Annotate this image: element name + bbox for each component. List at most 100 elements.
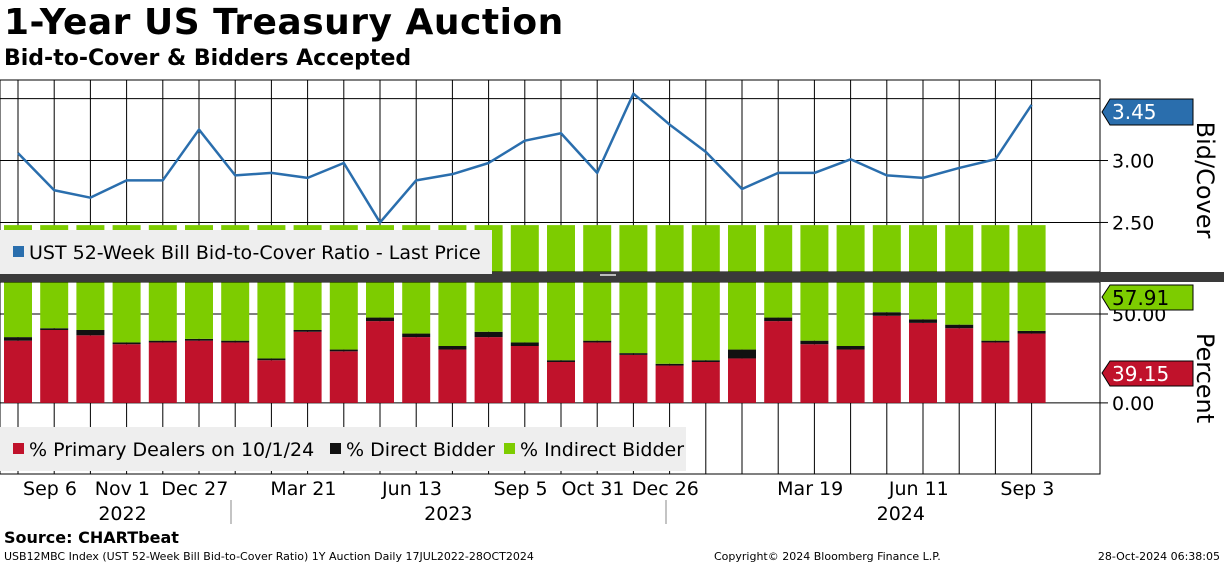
bar-indirect-bidder bbox=[655, 225, 684, 364]
bar-direct-bidder bbox=[76, 330, 105, 336]
legend-bottom-bg bbox=[0, 427, 686, 471]
bar-primary-dealers bbox=[800, 344, 829, 403]
bar-primary-dealers bbox=[293, 331, 322, 403]
bar-indirect-bidder bbox=[619, 225, 648, 354]
y-axis-title-top: Bid/Cover bbox=[1191, 122, 1219, 239]
x-year-label: 2023 bbox=[424, 503, 472, 525]
last-value-callout-bidcover bbox=[1101, 98, 1194, 126]
footer-copyright: Copyright© 2024 Bloomberg Finance L.P. bbox=[714, 550, 941, 563]
bar-direct-bidder bbox=[800, 340, 829, 345]
x-tick-label: Jun 11 bbox=[888, 478, 949, 500]
bar-primary-dealers bbox=[510, 346, 539, 403]
bar-indirect-bidder bbox=[981, 225, 1010, 341]
bar-primary-dealers bbox=[257, 360, 286, 403]
bar-direct-bidder bbox=[728, 349, 756, 359]
bar-primary-dealers bbox=[366, 321, 394, 403]
bar-direct-bidder bbox=[909, 319, 937, 323]
bar-primary-dealers bbox=[945, 328, 974, 403]
bar-primary-dealers bbox=[909, 322, 937, 403]
bar-direct-bidder bbox=[329, 349, 358, 352]
footer-ticker-info: USB12MBC Index (UST 52-Week Bill Bid-to-… bbox=[4, 550, 534, 563]
y-tick-label-top: 3.00 bbox=[1112, 151, 1154, 173]
bar-direct-bidder bbox=[691, 360, 720, 362]
chart-subtitle: Bid-to-Cover & Bidders Accepted bbox=[4, 46, 412, 71]
y-axis-title-bottom: Percent bbox=[1191, 333, 1219, 423]
legend-direct-swatch bbox=[330, 443, 341, 454]
bar-direct-bidder bbox=[257, 358, 286, 361]
x-tick-label: Jun 13 bbox=[381, 478, 442, 500]
bar-primary-dealers bbox=[402, 337, 431, 403]
last-value-callout-primary bbox=[1101, 360, 1194, 387]
legend-line-label: UST 52-Week Bill Bid-to-Cover Ratio - La… bbox=[29, 242, 481, 264]
x-tick-label: Mar 21 bbox=[270, 478, 336, 500]
last-value-indirect: 57.91 bbox=[1112, 286, 1169, 310]
x-tick-label: Nov 1 bbox=[95, 478, 150, 500]
bar-primary-dealers bbox=[728, 358, 756, 403]
line-series bbox=[17, 92, 1033, 224]
bar-primary-dealers bbox=[76, 335, 105, 403]
bar-indirect-bidder bbox=[764, 225, 793, 318]
panel-divider bbox=[0, 272, 1224, 282]
bar-direct-bidder bbox=[945, 324, 974, 329]
legend-primary-swatch bbox=[13, 443, 24, 454]
bid-to-cover-line bbox=[17, 92, 1033, 224]
bar-direct-bidder bbox=[185, 338, 213, 341]
bar-direct-bidder bbox=[619, 353, 648, 355]
x-year-label: 2022 bbox=[98, 503, 146, 525]
bar-indirect-bidder bbox=[510, 225, 539, 343]
bar-indirect-bidder bbox=[728, 225, 756, 350]
bar-primary-dealers bbox=[112, 344, 141, 403]
bar-direct-bidder bbox=[293, 330, 322, 332]
last-value-bidcover: 3.45 bbox=[1112, 100, 1157, 124]
bar-direct-bidder bbox=[655, 363, 684, 366]
bar-primary-dealers bbox=[438, 349, 467, 403]
bar-primary-dealers bbox=[583, 342, 612, 403]
bar-indirect-bidder bbox=[583, 225, 612, 341]
bar-direct-bidder bbox=[366, 317, 394, 322]
bar-direct-bidder bbox=[872, 312, 901, 316]
bar-direct-bidder bbox=[510, 342, 539, 346]
bar-primary-dealers bbox=[474, 337, 503, 403]
bar-primary-dealers bbox=[981, 342, 1010, 403]
bar-primary-dealers bbox=[764, 321, 793, 403]
x-tick-label: Dec 27 bbox=[161, 478, 228, 500]
bar-primary-dealers bbox=[836, 349, 865, 403]
bar-direct-bidder bbox=[402, 333, 431, 338]
x-tick-label: Oct 31 bbox=[561, 478, 624, 500]
bar-direct-bidder bbox=[112, 342, 141, 345]
legend-top: UST 52-Week Bill Bid-to-Cover Ratio - La… bbox=[0, 230, 492, 274]
bar-primary-dealers bbox=[329, 351, 358, 403]
legend-top-bg bbox=[0, 230, 492, 274]
bar-primary-dealers bbox=[1017, 333, 1046, 403]
bar-direct-bidder bbox=[583, 340, 612, 343]
bar-direct-bidder bbox=[40, 328, 69, 330]
bar-indirect-bidder bbox=[836, 225, 865, 346]
bar-direct-bidder bbox=[474, 331, 503, 338]
chart-title: 1-Year US Treasury Auction bbox=[4, 2, 564, 43]
bar-direct-bidder bbox=[981, 340, 1010, 343]
bar-indirect-bidder bbox=[691, 225, 720, 361]
y-tick-label-bottom: 0.00 bbox=[1112, 393, 1154, 415]
legend-direct-label: % Direct Bidder bbox=[346, 439, 495, 461]
bar-primary-dealers bbox=[221, 342, 250, 403]
bar-primary-dealers bbox=[619, 354, 648, 403]
last-value-primary: 39.15 bbox=[1112, 362, 1169, 386]
x-tick-label: Dec 26 bbox=[632, 478, 699, 500]
legend-primary-label: % Primary Dealers on 10/1/24 bbox=[29, 439, 314, 461]
bar-primary-dealers bbox=[655, 365, 684, 403]
bar-direct-bidder bbox=[764, 317, 793, 322]
legend-indirect-swatch bbox=[504, 443, 515, 454]
legend-line-swatch bbox=[13, 246, 24, 257]
x-tick-label: Sep 6 bbox=[23, 478, 77, 500]
bar-primary-dealers bbox=[872, 315, 901, 403]
bar-direct-bidder bbox=[148, 340, 177, 343]
legend-indirect-label: % Indirect Bidder bbox=[520, 439, 684, 461]
x-year-label: 2024 bbox=[877, 503, 925, 525]
bar-direct-bidder bbox=[438, 346, 467, 350]
bar-direct-bidder bbox=[547, 360, 575, 362]
bar-primary-dealers bbox=[148, 342, 177, 403]
bar-primary-dealers bbox=[4, 340, 32, 403]
bar-primary-dealers bbox=[40, 330, 69, 403]
footer-timestamp: 28-Oct-2024 06:38:05 bbox=[1097, 550, 1220, 563]
bar-direct-bidder bbox=[4, 337, 32, 341]
